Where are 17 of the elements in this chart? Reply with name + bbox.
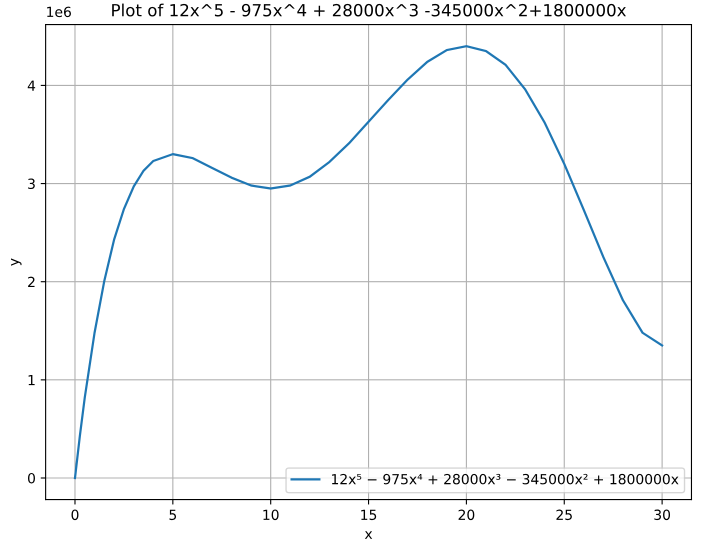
- x-tick-label: 20: [458, 510, 474, 520]
- x-tick-label: 25: [556, 510, 572, 520]
- text: 1e6: [47, 6, 71, 18]
- x-tick-label: 5: [169, 510, 176, 520]
- y-tick-label: 1: [28, 375, 35, 386]
- x-tick-label: 10: [263, 510, 279, 520]
- y-tick-label: 3: [28, 178, 35, 190]
- y-tick-label: 0: [28, 472, 35, 484]
- x-tick-label: 15: [361, 510, 376, 520]
- y-axis-title: y: [11, 258, 22, 266]
- x-axis-title: x: [364, 531, 372, 539]
- legend-label: 12x⁵ − 975x⁴ + 28000x³ − 345000x² + 1800000x: [332, 474, 679, 484]
- chart-title: Plot of 12x^5 - 975x^4 + 28000x^3 -345000x^2+1800000x: [112, 4, 626, 16]
- y-tick-label: 4: [28, 80, 36, 91]
- x-tick-label: 30: [654, 510, 670, 520]
- y-tick-label: 2: [28, 276, 35, 287]
- x-tick-label: 0: [71, 510, 78, 520]
